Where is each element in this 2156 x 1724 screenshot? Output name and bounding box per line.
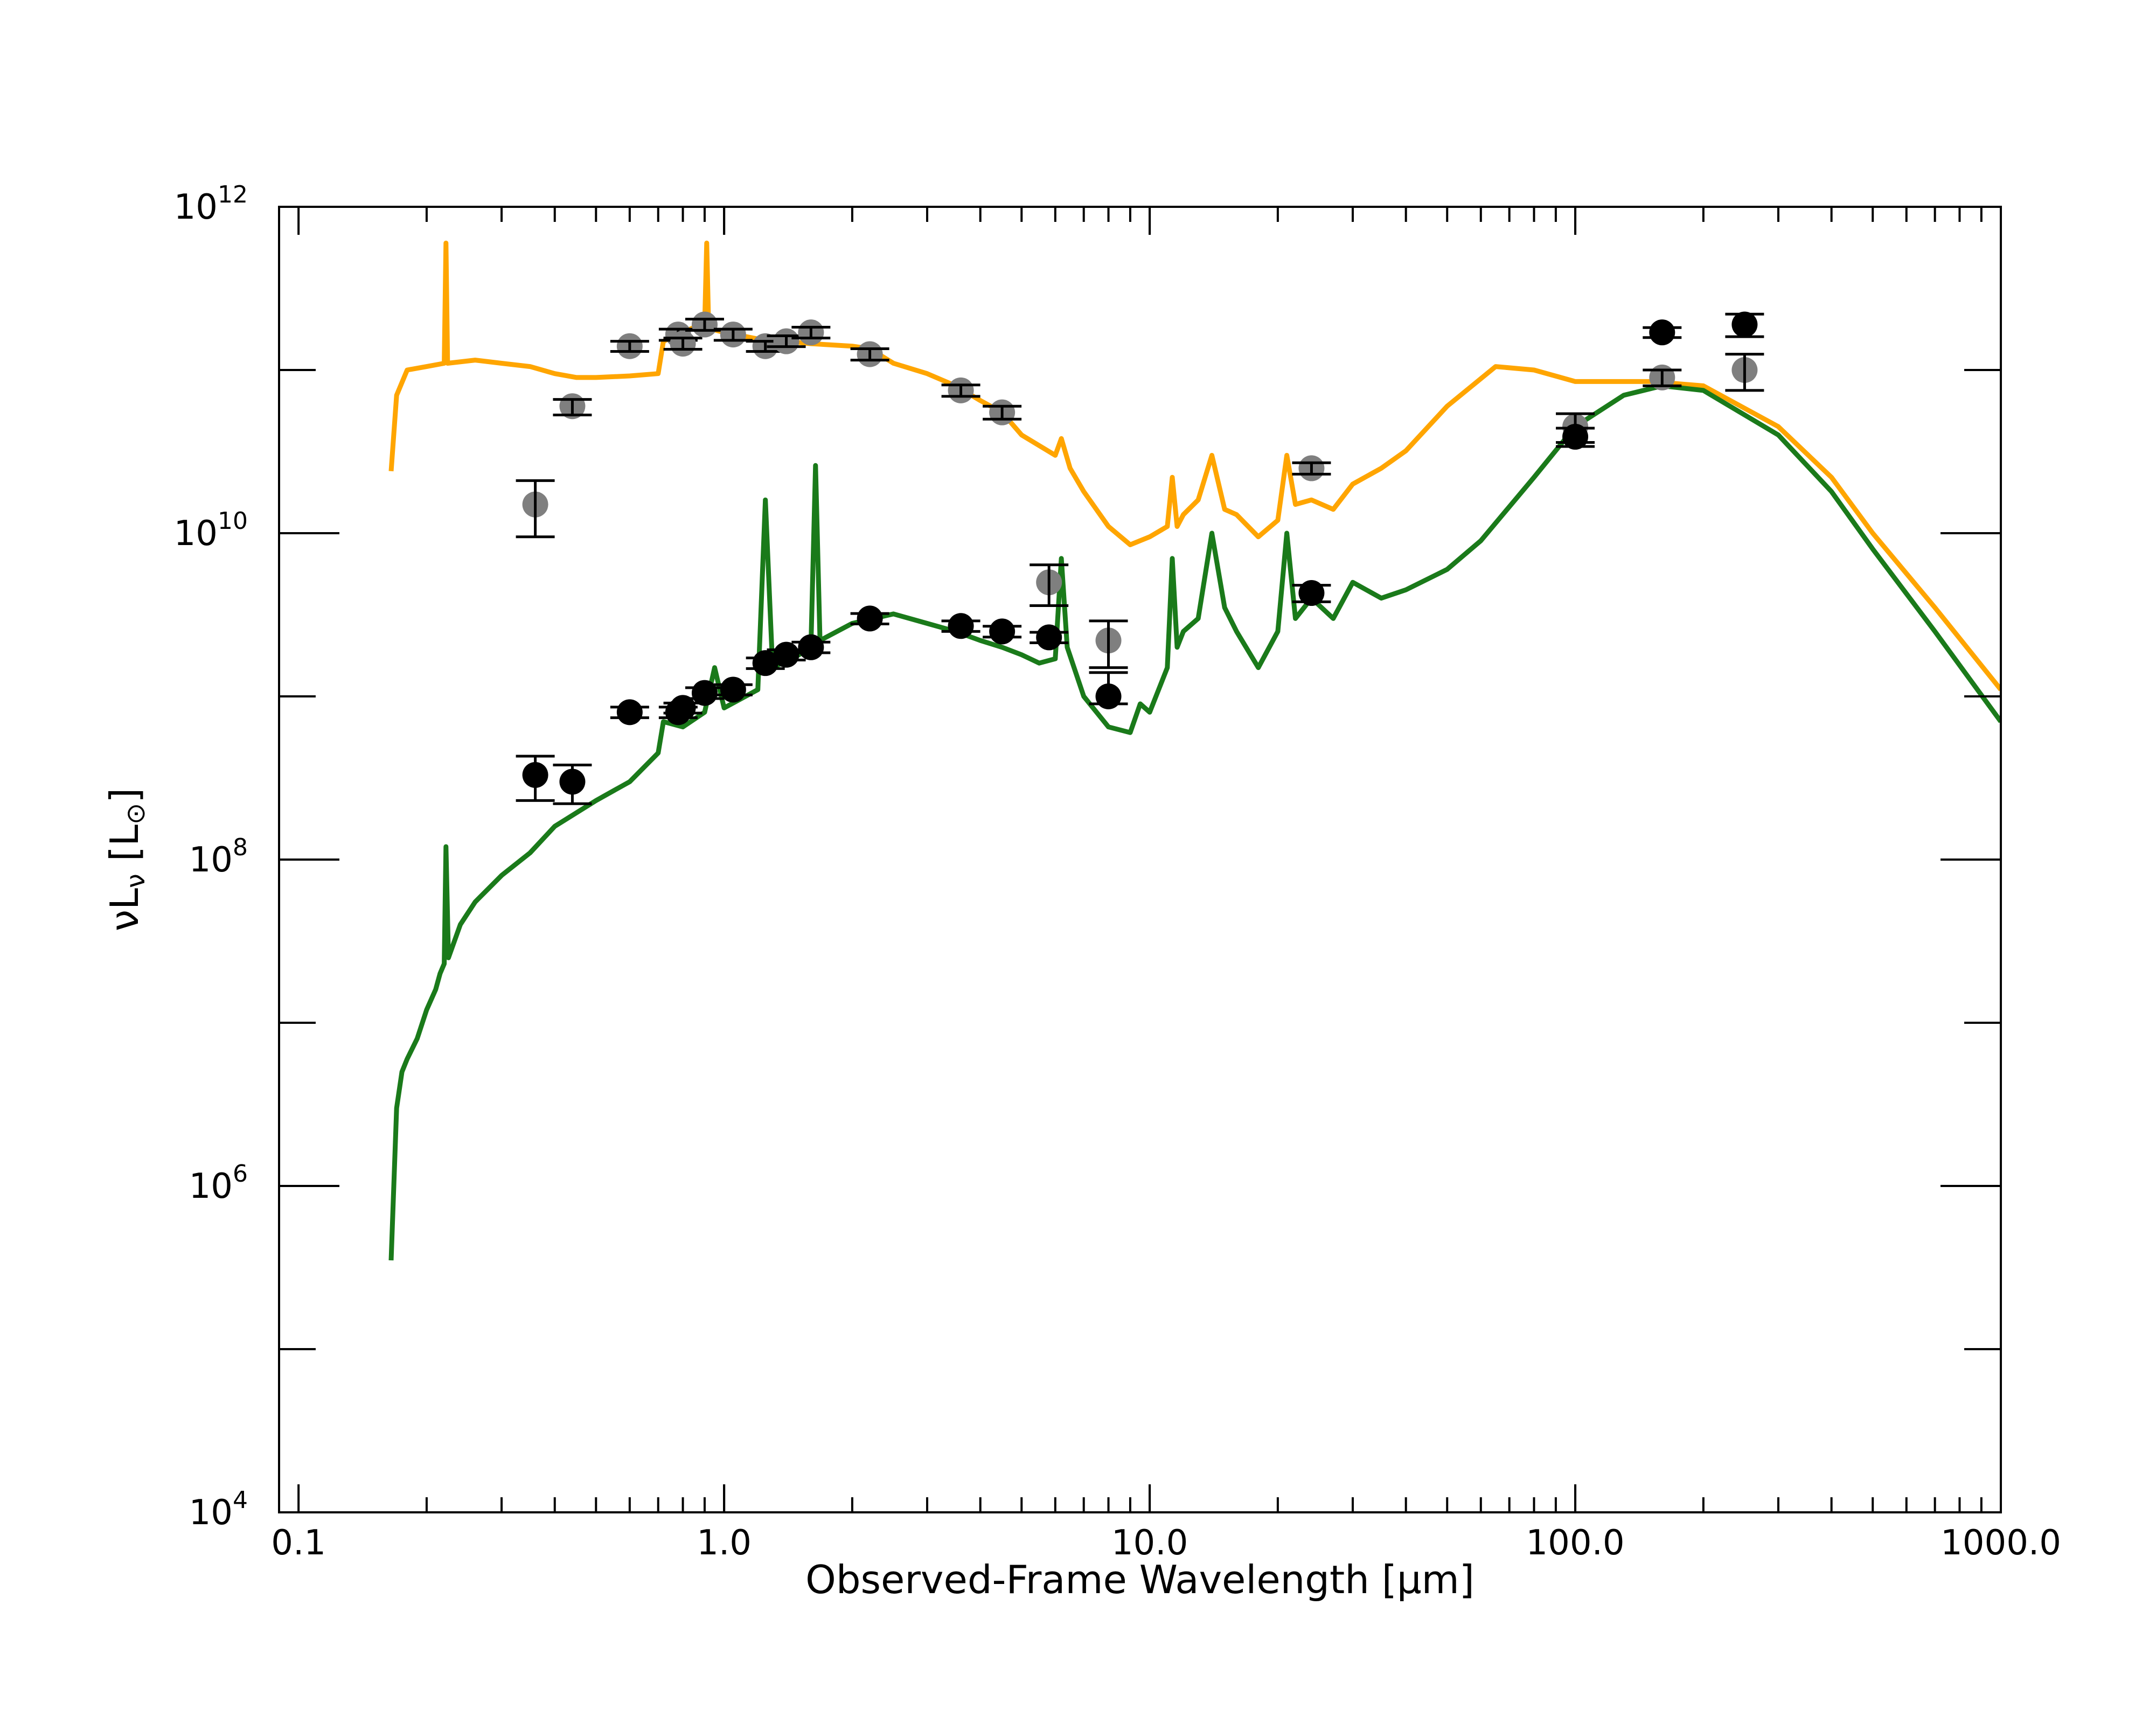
photometry-point bbox=[791, 634, 831, 660]
x-tick-label: 1000.0 bbox=[1941, 1523, 2061, 1563]
photometry-point bbox=[983, 399, 1022, 425]
y-tick-label: 106 bbox=[189, 1160, 248, 1206]
photometry-point bbox=[1725, 353, 1764, 392]
x-axis-label: Observed-Frame Wavelength [μm] bbox=[805, 1557, 1475, 1602]
photometry-point bbox=[1030, 563, 1069, 607]
y-tick-label: 108 bbox=[189, 834, 248, 880]
photometry-point bbox=[1725, 311, 1764, 338]
photometry-point bbox=[850, 605, 889, 632]
photometry-point bbox=[1556, 423, 1595, 450]
photometry-point bbox=[516, 755, 555, 802]
photometry-point bbox=[941, 613, 980, 639]
x-tick-label: 1.0 bbox=[697, 1523, 752, 1563]
photometry-point bbox=[685, 311, 724, 338]
photometry-point bbox=[746, 333, 785, 359]
photometry-point bbox=[713, 676, 753, 703]
series-layer bbox=[388, 240, 2001, 1261]
photometry-point bbox=[663, 331, 703, 357]
photometry-point bbox=[1089, 671, 1128, 709]
x-tick-label: 10.0 bbox=[1111, 1523, 1188, 1563]
y-tick-label: 1012 bbox=[174, 181, 248, 227]
model-curve-1 bbox=[388, 383, 2001, 1261]
y-tick-label: 104 bbox=[189, 1486, 248, 1533]
photometry-point bbox=[610, 333, 649, 359]
photometry-point bbox=[516, 479, 555, 539]
y-axis: 104 106 108 1010 1012 bbox=[174, 181, 2001, 1533]
photometry-point bbox=[553, 393, 592, 420]
photometry-point bbox=[685, 680, 724, 706]
photometry-point bbox=[1643, 319, 1682, 346]
model-curve-0 bbox=[388, 240, 2001, 692]
x-axis: 0.1 1.0 10.0 100.0 1000.0 bbox=[271, 207, 2061, 1563]
photometry-point bbox=[1643, 364, 1682, 390]
photometry-point bbox=[1030, 624, 1069, 651]
photometry-point bbox=[1089, 619, 1128, 669]
photometry-point bbox=[791, 319, 831, 346]
y-axis-label: νLν [L⊙] bbox=[102, 788, 151, 932]
photometry-point bbox=[1292, 455, 1331, 481]
x-tick-label: 100.0 bbox=[1526, 1523, 1624, 1563]
photometry-point bbox=[1292, 580, 1331, 606]
photometry-point bbox=[850, 341, 889, 367]
photometry-point bbox=[941, 377, 980, 403]
y-tick-label: 1010 bbox=[174, 507, 248, 554]
photometry-point bbox=[553, 763, 592, 805]
photometry-point bbox=[663, 695, 703, 721]
photometry-point bbox=[610, 699, 649, 725]
photometry-point bbox=[713, 322, 753, 348]
x-tick-label: 0.1 bbox=[271, 1523, 326, 1563]
photometry-point bbox=[983, 618, 1022, 645]
data-points-layer bbox=[516, 311, 1764, 805]
